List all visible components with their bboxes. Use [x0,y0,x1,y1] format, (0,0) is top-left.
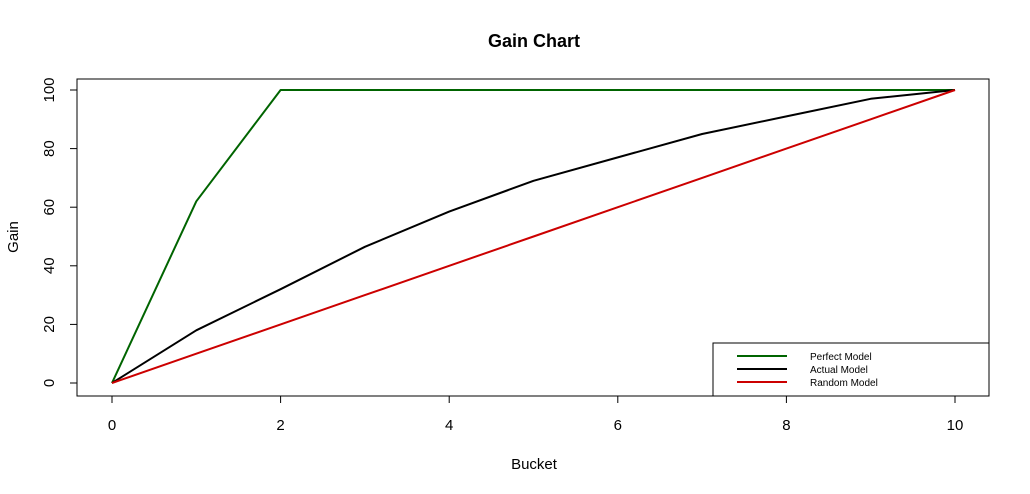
series-line-actual-model [111,89,956,384]
x-tick-label: 10 [947,417,964,434]
y-tick-label: 0 [41,379,58,387]
x-axis: 0 2 4 6 8 10 [108,395,964,434]
series-line-perfect-model [111,89,955,384]
y-axis-label: Gain [5,221,22,253]
y-tick-label: 80 [41,140,58,157]
y-tick-label: 20 [41,316,58,333]
legend: Perfect Model Actual Model Random Model [712,342,990,397]
legend-label: Random Model [810,378,878,389]
legend-label: Perfect Model [810,352,872,363]
x-tick-label: 2 [276,417,284,434]
y-axis: 0 20 40 60 80 100 [41,77,78,387]
x-axis-label: Bucket [511,456,558,473]
x-tick-label: 8 [782,417,790,434]
x-tick-label: 6 [614,417,622,434]
x-tick-label: 0 [108,417,116,434]
y-tick-label: 100 [41,77,58,102]
chart-title: Gain Chart [488,31,580,51]
x-tick-label: 4 [445,417,453,434]
legend-label: Actual Model [810,365,868,376]
series-line-random-model [111,89,956,384]
y-tick-label: 40 [41,257,58,274]
y-tick-label: 60 [41,199,58,216]
series-layer [111,89,956,384]
